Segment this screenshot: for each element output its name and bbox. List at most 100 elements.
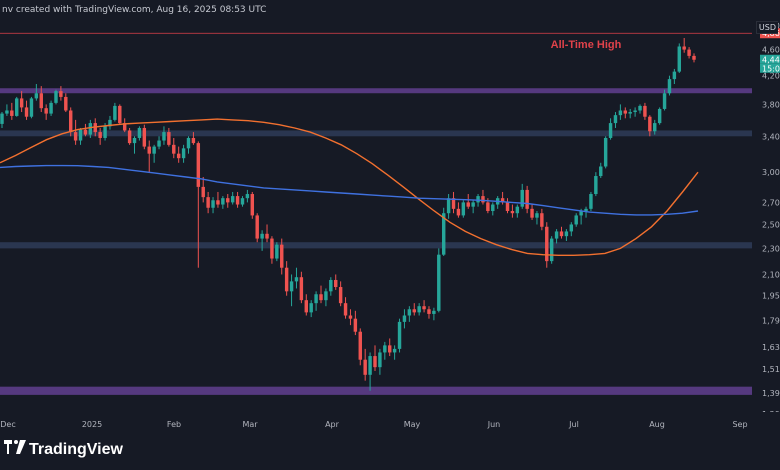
zone-blue-2 xyxy=(0,242,752,249)
candle-body xyxy=(284,267,289,292)
candle-body xyxy=(0,113,4,124)
candle-body xyxy=(417,306,421,313)
candle-body xyxy=(98,132,102,138)
candle-body xyxy=(15,98,19,116)
candle-body xyxy=(584,208,588,212)
candle-body xyxy=(245,194,250,199)
x-tick-label: Apr xyxy=(325,420,340,429)
candle-body xyxy=(589,194,593,209)
candle-body xyxy=(471,202,475,207)
candle-body xyxy=(255,215,259,239)
candle-body xyxy=(510,211,515,214)
x-tick-label: Dec xyxy=(0,420,15,429)
candle-body xyxy=(343,303,348,316)
candle-body xyxy=(368,356,372,375)
ath-label: All-Time High xyxy=(551,39,622,51)
candle-body xyxy=(181,148,186,159)
candle-body xyxy=(334,279,338,288)
candle-body xyxy=(162,132,166,141)
candle-body xyxy=(599,166,603,177)
candle-body xyxy=(206,197,210,208)
y-tick-label: 2,100 xyxy=(762,270,780,279)
candle-body xyxy=(157,140,161,147)
candle-body xyxy=(648,116,652,132)
candle-body xyxy=(118,105,122,124)
candle-body xyxy=(692,55,696,60)
candle-body xyxy=(39,93,43,109)
y-tick-label: 1,950 xyxy=(762,292,780,301)
candle-body xyxy=(486,202,490,212)
ema-slow-line xyxy=(0,164,699,216)
candle-body xyxy=(613,115,618,124)
candle-body xyxy=(44,108,48,114)
candle-body xyxy=(265,233,269,239)
candle-body xyxy=(466,202,470,207)
y-tick-label: 4,200 xyxy=(762,72,780,81)
candle-body xyxy=(564,231,569,237)
candle-body xyxy=(319,294,323,301)
candle-body xyxy=(29,98,34,117)
candle-body xyxy=(142,127,147,147)
candle-body xyxy=(535,213,539,218)
candle-body xyxy=(275,244,279,259)
candle-body xyxy=(172,144,176,154)
candle-body xyxy=(657,108,662,124)
candle-body xyxy=(358,331,362,360)
candle-body xyxy=(481,196,485,203)
candle-body xyxy=(451,198,456,209)
candle-body xyxy=(73,132,78,141)
candle-body xyxy=(240,198,245,205)
candle-body xyxy=(397,321,402,349)
candle-body xyxy=(353,318,358,332)
candle-body xyxy=(687,49,691,56)
currency-label[interactable]: USD xyxy=(755,21,778,34)
candle-body xyxy=(78,129,83,141)
candle-body xyxy=(422,306,426,310)
candle-body xyxy=(299,277,304,301)
candle-body xyxy=(540,213,544,227)
price-tag-label: 4,44 xyxy=(762,56,780,65)
candle-body xyxy=(432,310,436,314)
y-tick-label: 1,790 xyxy=(762,316,780,325)
candle-body xyxy=(132,137,137,144)
candle-body xyxy=(554,231,559,239)
candle-body xyxy=(152,146,156,154)
price-tag-last xyxy=(760,54,780,64)
candle-body xyxy=(54,91,58,103)
candle-body xyxy=(113,105,117,120)
tradingview-logo-icon xyxy=(4,440,26,459)
y-tick-label: 2,700 xyxy=(762,198,780,207)
y-tick-label: 3,800 xyxy=(762,100,780,109)
candle-body xyxy=(378,352,382,368)
x-tick-label: Mar xyxy=(242,420,258,429)
candle-body xyxy=(294,277,299,282)
candle-body xyxy=(304,300,309,313)
candle-body xyxy=(569,224,574,232)
candle-body xyxy=(348,315,353,319)
candle-body xyxy=(34,93,39,99)
y-tick-label: 1,510 xyxy=(762,365,780,374)
candle-body xyxy=(230,196,235,203)
y-tick-label: 1,630 xyxy=(762,343,780,352)
candle-body xyxy=(289,281,294,292)
x-tick-label: May xyxy=(404,420,421,429)
candle-body xyxy=(574,215,578,225)
candle-body xyxy=(324,291,328,301)
candle-body xyxy=(127,130,132,144)
candle-body xyxy=(392,348,397,353)
candle-body xyxy=(68,110,73,133)
candle-body xyxy=(167,132,171,145)
candle-body xyxy=(677,46,681,72)
brand-text: TradingView xyxy=(29,441,123,458)
candle-body xyxy=(491,204,495,212)
candle-body xyxy=(653,123,657,132)
candle-body xyxy=(64,96,68,111)
candle-body xyxy=(515,206,520,214)
candle-body xyxy=(196,143,201,187)
candle-body xyxy=(235,196,240,205)
candle-body xyxy=(456,208,461,216)
candle-body xyxy=(216,200,220,205)
candle-body xyxy=(437,254,441,311)
x-axis-background xyxy=(0,412,780,434)
